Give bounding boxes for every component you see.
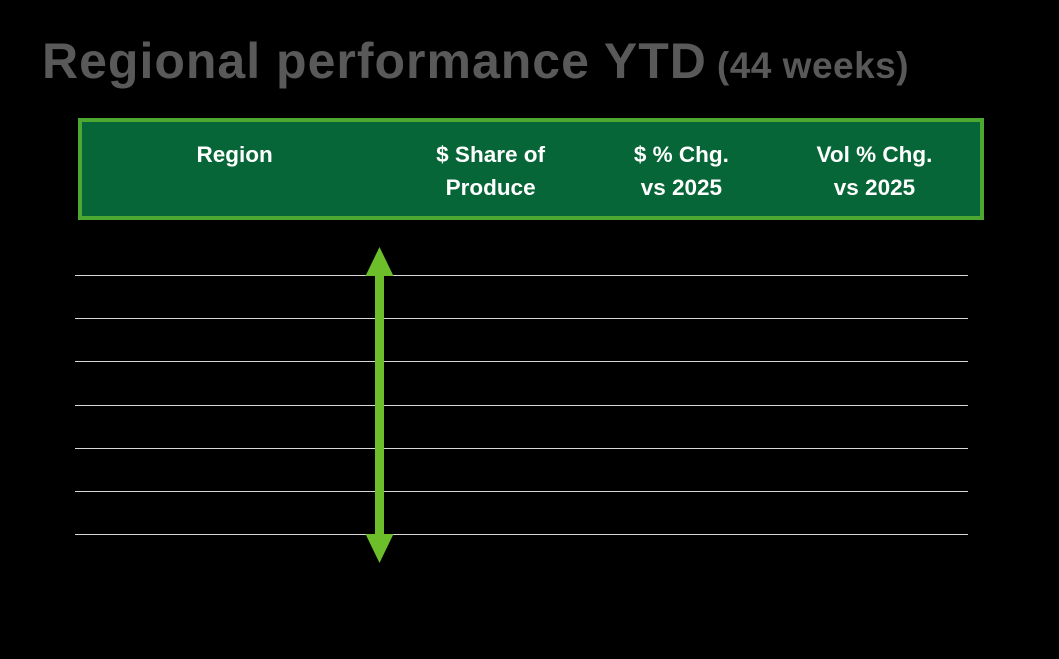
- column-header-text: vs 2025: [833, 175, 916, 200]
- column-header-region: Region: [82, 138, 387, 171]
- column-header-text: Vol % Chg.: [816, 142, 933, 167]
- row-divider-line: [75, 491, 968, 492]
- page-title: Regional performance YTD (44 weeks): [42, 32, 909, 90]
- table-header: Region $ Share of Produce $ % Chg. vs 20…: [78, 118, 984, 220]
- column-header-text: vs 2025: [640, 175, 723, 200]
- column-header-text: Region: [196, 142, 273, 167]
- column-header-dollar-pct-change: $ % Chg. vs 2025: [594, 138, 769, 204]
- column-header-text: Produce: [445, 175, 536, 200]
- page-title-main: Regional performance YTD: [42, 33, 707, 89]
- vertical-double-arrow-icon: [365, 247, 394, 563]
- row-divider-line: [75, 405, 968, 406]
- page-title-suffix: (44 weeks): [716, 45, 910, 86]
- column-header-text: $ % Chg.: [633, 142, 729, 167]
- row-divider-line: [75, 318, 968, 319]
- row-divider-line: [75, 534, 968, 535]
- column-header-volume-pct-change: Vol % Chg. vs 2025: [769, 138, 980, 204]
- row-divider-line: [75, 361, 968, 362]
- column-header-text: $ Share of: [436, 142, 545, 167]
- row-divider-line: [75, 448, 968, 449]
- column-header-share-of-produce: $ Share of Produce: [387, 138, 594, 204]
- row-divider-line: [75, 275, 968, 276]
